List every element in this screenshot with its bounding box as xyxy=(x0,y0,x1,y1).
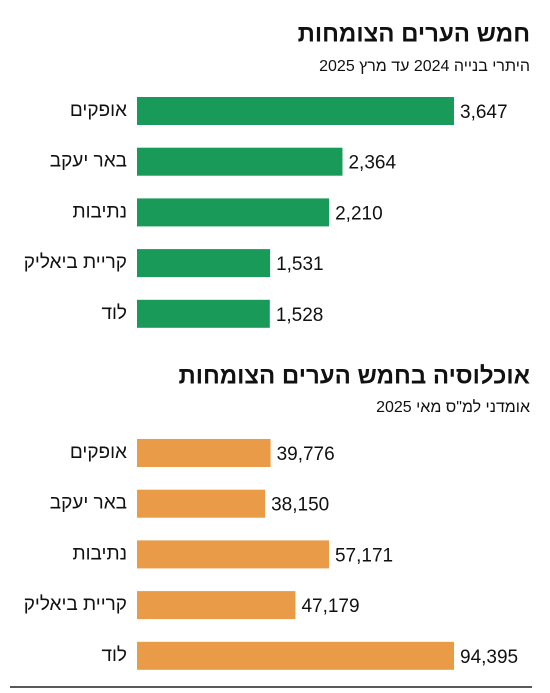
category-label: באר יעקב xyxy=(50,493,127,514)
category-label: נתיבות xyxy=(72,543,127,564)
chart-title: אוכלוסיה בחמש הערים הצומחות xyxy=(178,362,530,389)
bar xyxy=(137,147,343,176)
value-label: 47,179 xyxy=(301,596,359,617)
bar xyxy=(137,591,296,620)
bar xyxy=(137,489,266,518)
category-label: נתיבות xyxy=(72,201,127,222)
category-label: אופקים xyxy=(70,100,127,121)
value-label: 1,531 xyxy=(276,254,324,275)
category-label: קריית ביאליק xyxy=(24,594,127,615)
value-label: 38,150 xyxy=(271,495,329,516)
chart-subtitle: היתרי בנייה 2024 עד מרץ 2025 xyxy=(319,58,530,75)
category-label: באר יעקב xyxy=(50,151,127,172)
bar xyxy=(137,641,454,670)
bar xyxy=(137,249,271,278)
value-label: 2,210 xyxy=(335,203,383,224)
bar xyxy=(137,97,454,125)
bar xyxy=(137,540,329,569)
category-label: לוד xyxy=(101,303,127,324)
chart-subtitle: אומדני למ"ס מאי 2025 xyxy=(376,398,530,416)
chart-title: חמש הערים הצומחות xyxy=(298,20,530,47)
value-label: 2,364 xyxy=(348,153,396,174)
value-label: 1,528 xyxy=(276,305,324,326)
value-label: 3,647 xyxy=(460,102,508,123)
category-label: אופקים xyxy=(70,442,127,463)
bar xyxy=(137,198,330,227)
bar xyxy=(137,439,271,467)
bar xyxy=(137,299,270,328)
category-label: קריית ביאליק xyxy=(24,252,127,273)
value-label: 57,171 xyxy=(335,545,393,566)
value-label: 94,395 xyxy=(460,647,518,668)
value-label: 39,776 xyxy=(277,444,335,465)
category-label: לוד xyxy=(101,645,127,666)
